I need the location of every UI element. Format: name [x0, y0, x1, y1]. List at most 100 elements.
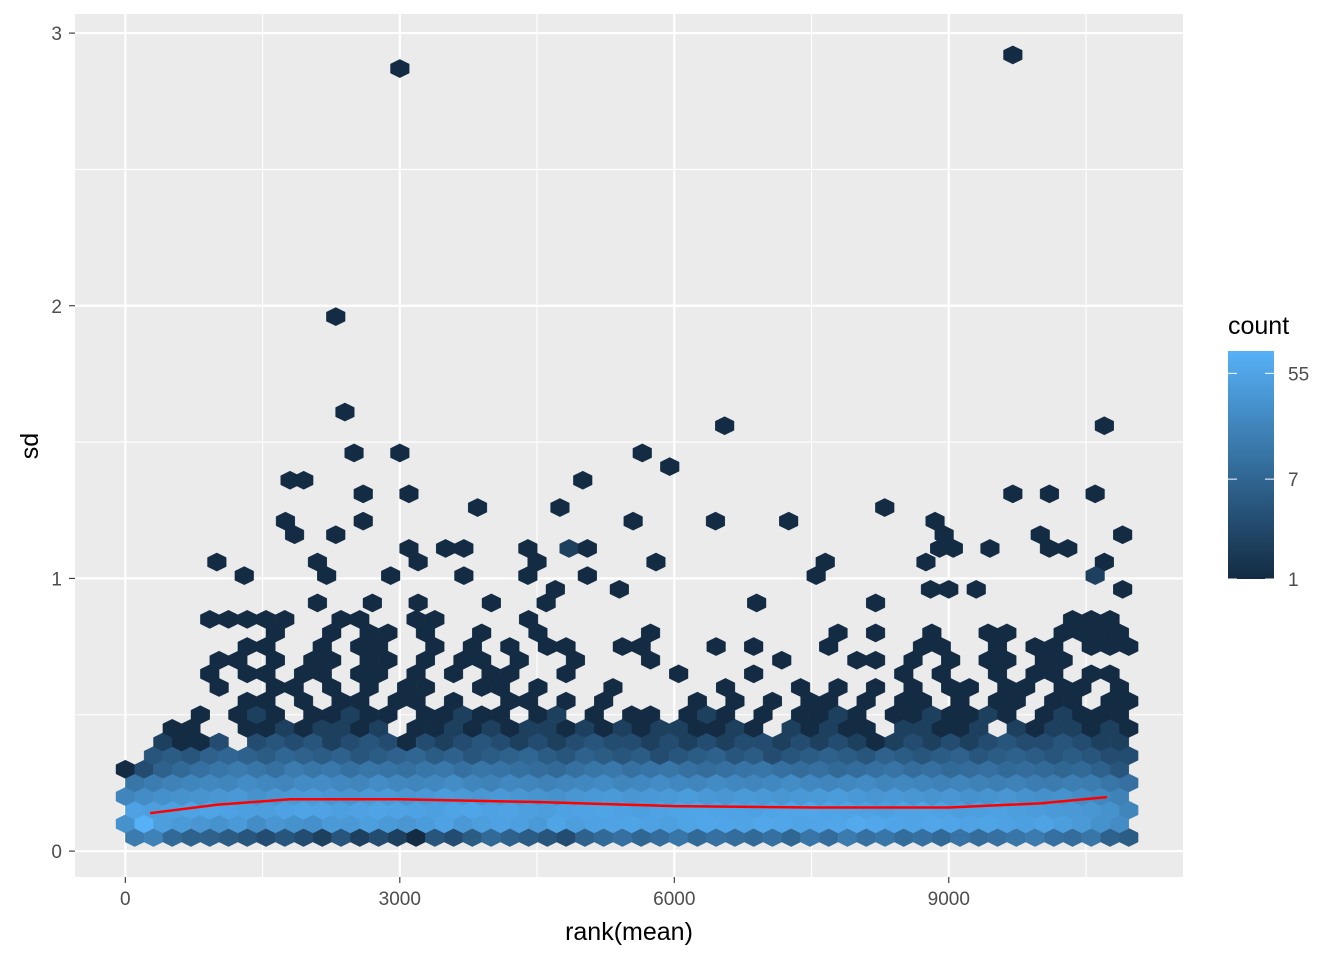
- hex-bin: [556, 637, 576, 656]
- legend-colorbar: [1228, 351, 1274, 579]
- hex-bin: [828, 623, 848, 643]
- hex-bin: [687, 691, 707, 711]
- hex-bin: [1100, 609, 1120, 629]
- hex-bin: [207, 552, 227, 572]
- hex-bin: [706, 637, 726, 656]
- hex-bin: [997, 623, 1017, 643]
- hex-bin: [317, 566, 337, 586]
- y-axis-title: sd: [16, 433, 44, 459]
- hex-bin: [1094, 416, 1114, 436]
- legend-label: 7: [1288, 470, 1299, 491]
- trend-line: [149, 795, 1108, 815]
- legend-label: 1: [1288, 570, 1299, 591]
- hex-bin: [326, 307, 346, 327]
- hex-bin: [866, 623, 886, 643]
- hex-bin: [646, 552, 666, 572]
- hex-bin: [1100, 664, 1120, 684]
- hex-bin: [1113, 579, 1133, 599]
- hex-bin: [772, 650, 792, 670]
- hex-bin: [943, 539, 963, 558]
- hex-bin: [275, 609, 295, 629]
- legend-label: 55: [1288, 364, 1309, 385]
- hex-bin: [362, 593, 382, 613]
- hex-bin: [528, 678, 548, 697]
- y-tick-label: 0: [51, 842, 62, 863]
- hex-bin: [577, 566, 597, 586]
- hex-bin: [916, 552, 936, 572]
- hex-bin: [779, 511, 799, 531]
- x-tick-label: 9000: [928, 889, 970, 910]
- hex-bin: [234, 566, 254, 586]
- hex-bin: [716, 678, 736, 697]
- hex-bin: [603, 678, 623, 697]
- hex-bin: [744, 637, 764, 656]
- hex-bin: [454, 539, 474, 558]
- y-tick-label: 1: [51, 569, 62, 590]
- hex-bins: [115, 45, 1139, 847]
- legend-title: count: [1228, 312, 1289, 340]
- hex-bin: [307, 593, 327, 613]
- hex-bin: [390, 59, 410, 78]
- hex-bin: [875, 498, 895, 517]
- hex-bin: [378, 623, 398, 643]
- hex-bin: [481, 593, 501, 613]
- hex-bin: [705, 511, 725, 531]
- hex-bin: [669, 664, 689, 684]
- hex-bin: [922, 623, 942, 643]
- hex-bin: [623, 511, 643, 531]
- hex-bin: [1058, 539, 1078, 558]
- hex-bin: [518, 566, 538, 586]
- hex-bin: [744, 664, 764, 684]
- hex-bin: [353, 511, 373, 531]
- hex-bin: [209, 732, 229, 752]
- hex-bin: [550, 498, 570, 517]
- hex-bin: [660, 457, 680, 477]
- axes: 0 3000 6000 9000 0 1 2 3: [51, 24, 969, 910]
- hex-bin: [399, 484, 419, 504]
- x-tick-label: 6000: [653, 889, 695, 910]
- hex-bin: [747, 593, 767, 613]
- x-tick-label: 0: [120, 889, 131, 910]
- hex-bin: [294, 470, 314, 490]
- hex-bin: [715, 416, 735, 436]
- hex-bin: [444, 691, 464, 711]
- hex-bin: [791, 678, 811, 697]
- hex-bin: [815, 552, 835, 572]
- hex-bin: [425, 609, 445, 629]
- hex-bin: [468, 498, 488, 517]
- hex-bin: [381, 566, 401, 586]
- hex-bin: [1113, 525, 1133, 545]
- hex-bin: [959, 678, 979, 697]
- hex-bin: [335, 402, 355, 422]
- hex-bin: [353, 484, 373, 504]
- hex-bin: [500, 637, 520, 656]
- hex-bin: [632, 443, 652, 463]
- y-tick-label: 2: [51, 297, 62, 318]
- hex-bin: [866, 678, 886, 697]
- hex-bin: [556, 691, 576, 711]
- hex-bin: [641, 623, 661, 643]
- hex-bin: [1085, 484, 1105, 504]
- hex-bin: [866, 593, 886, 613]
- hex-bin: [408, 552, 428, 572]
- hex-bin: [350, 609, 370, 629]
- x-tick-label: 3000: [379, 889, 421, 910]
- hex-bin: [390, 443, 410, 463]
- hex-bin: [577, 539, 597, 558]
- y-tick-label: 3: [51, 24, 62, 45]
- hex-bin: [1003, 45, 1023, 65]
- hex-bin: [609, 579, 629, 599]
- hex-bin: [828, 678, 848, 697]
- hex-bin: [1085, 566, 1105, 586]
- hex-bin: [285, 525, 305, 545]
- hex-bin: [939, 579, 959, 599]
- hex-bin: [966, 579, 986, 599]
- hex-bin: [326, 525, 346, 545]
- hex-bin: [536, 593, 556, 613]
- hex-bin: [573, 470, 593, 490]
- x-axis-title: rank(mean): [565, 918, 693, 946]
- hex-bin: [344, 443, 364, 463]
